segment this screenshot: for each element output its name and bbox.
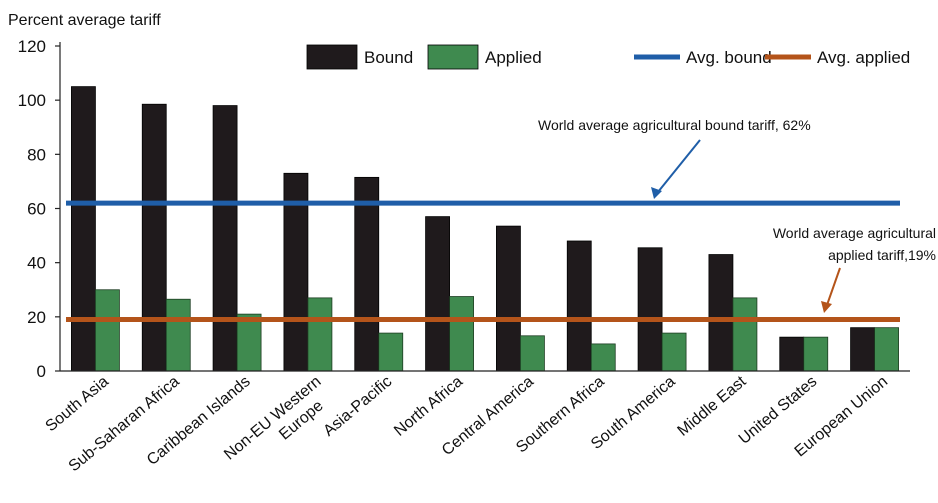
x-tick-label: South Asia	[42, 373, 112, 435]
y-axis-label: Percent average tariff	[8, 12, 161, 29]
bar-applied	[307, 297, 333, 372]
bars	[71, 86, 899, 372]
bar-bound	[354, 176, 380, 372]
bar-applied	[732, 297, 758, 372]
annotation-applied-line: applied tariff,19%	[828, 247, 936, 263]
y-tick-label: 80	[27, 145, 46, 164]
x-tick-label: Middle East	[675, 373, 750, 440]
bar-applied	[165, 298, 191, 372]
bar-applied	[378, 332, 404, 372]
bar-applied	[661, 332, 687, 372]
bar-applied	[95, 289, 120, 372]
annotation-bound-text: World average agricultural bound tariff,…	[538, 117, 811, 133]
annotation-applied-arrowhead	[821, 301, 832, 313]
bar-bound	[496, 225, 521, 372]
legend-label: Avg. applied	[817, 48, 910, 67]
bar-applied	[874, 327, 899, 372]
legend-label: Avg. bound	[686, 48, 772, 67]
bar-applied	[590, 343, 616, 372]
y-tick-label: 0	[37, 362, 46, 381]
legend-label: Bound	[364, 48, 413, 67]
annotation-applied-arrow	[826, 267, 841, 306]
bar-bound	[141, 103, 167, 372]
annotation-bound-arrow	[657, 139, 701, 193]
bar-applied	[449, 296, 474, 372]
y-tick-label: 20	[27, 308, 46, 327]
bar-bound	[425, 216, 450, 372]
x-tick-label-line: Asia-Pacific	[320, 373, 395, 440]
legend-swatch	[427, 44, 479, 70]
bar-bound	[212, 105, 238, 372]
x-tick-label-line: North Africa	[391, 373, 466, 440]
bar-bound	[71, 86, 96, 372]
bar-bound	[850, 327, 875, 372]
bar-bound	[708, 254, 734, 372]
y-axis: 0 20 40 60 80 100 120	[18, 37, 61, 381]
bar-bound	[566, 240, 592, 372]
annotations: World average agricultural bound tariff,…	[538, 117, 936, 313]
y-tick-label: 40	[27, 254, 46, 273]
bar-bound	[637, 247, 663, 372]
bar-applied	[520, 335, 545, 372]
annotation-bound-arrowhead	[651, 187, 662, 199]
annotation-applied-line: World average agricultural	[773, 225, 936, 241]
legend-swatch	[306, 44, 358, 70]
x-tick-label-line: South Asia	[42, 373, 112, 435]
bar-bound	[779, 336, 805, 372]
reference-lines	[66, 200, 900, 323]
legend-label: Applied	[485, 48, 542, 67]
bar-applied	[236, 313, 262, 372]
bar-applied	[803, 336, 829, 372]
bar-bound	[283, 172, 309, 372]
y-tick-label: 120	[18, 37, 46, 56]
x-tick-label: North Africa	[391, 373, 466, 440]
y-tick-label: 60	[27, 200, 46, 219]
x-tick-label: Asia-Pacific	[320, 373, 395, 440]
annotation-applied-text: World average agricultural applied tariff…	[773, 225, 936, 263]
y-tick-label: 100	[18, 91, 46, 110]
x-tick-label-line: Middle East	[675, 373, 750, 440]
legend: Bound Applied Avg. bound Avg. applied	[306, 44, 910, 70]
